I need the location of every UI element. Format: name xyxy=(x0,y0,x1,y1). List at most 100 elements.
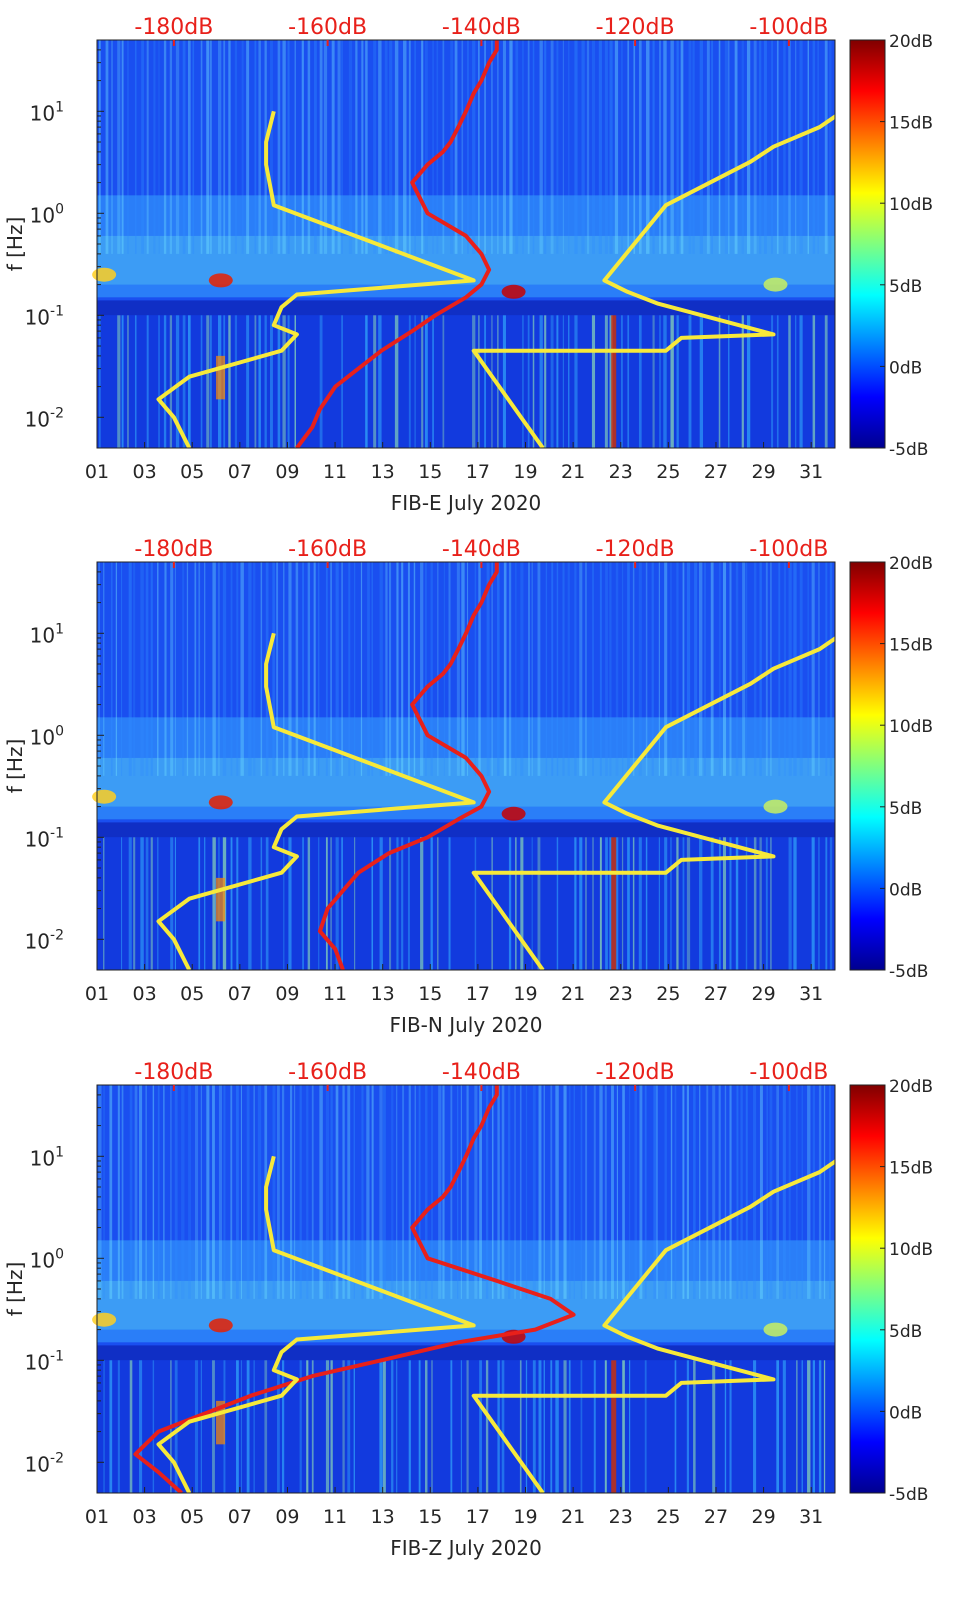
streak xyxy=(501,1360,505,1493)
streak xyxy=(503,562,507,776)
streak xyxy=(502,315,506,448)
streak xyxy=(491,40,493,254)
streak xyxy=(682,562,685,776)
streak xyxy=(418,1360,421,1493)
streak xyxy=(745,562,748,776)
streak xyxy=(609,562,612,776)
y-axis-title: f [Hz] xyxy=(3,1262,27,1317)
streak xyxy=(396,1360,398,1493)
streak xyxy=(382,1360,386,1493)
colorbar-label: -5dB xyxy=(889,1485,928,1505)
streak xyxy=(638,40,642,254)
streak xyxy=(501,1085,505,1299)
streak xyxy=(150,837,153,970)
streak xyxy=(129,1360,133,1493)
streak xyxy=(474,837,477,970)
streak xyxy=(753,40,757,254)
colorbar-label: -5dB xyxy=(889,440,928,460)
streak xyxy=(109,1085,113,1299)
streak xyxy=(396,562,399,776)
streak xyxy=(676,837,679,970)
streak xyxy=(812,315,816,448)
streak xyxy=(629,1085,631,1299)
streak xyxy=(396,837,399,970)
streak xyxy=(545,562,548,776)
streak xyxy=(391,1085,394,1299)
streak xyxy=(240,1085,242,1299)
streak xyxy=(401,837,404,970)
streak xyxy=(127,40,129,254)
streak xyxy=(361,40,364,254)
streak xyxy=(519,1085,522,1299)
streak xyxy=(246,1360,250,1493)
streak xyxy=(282,315,286,448)
top-db-label: -100dB xyxy=(749,1060,828,1085)
streak xyxy=(812,40,816,254)
streak xyxy=(277,315,281,448)
noise-curve xyxy=(471,636,835,970)
streak xyxy=(742,562,746,776)
y-axis-title: f [Hz] xyxy=(3,739,27,794)
streak xyxy=(103,1360,105,1493)
streak xyxy=(527,315,530,448)
streak xyxy=(599,562,602,776)
streak xyxy=(824,40,828,254)
streak xyxy=(753,1085,757,1299)
x-tick-label: 31 xyxy=(799,461,823,483)
streak xyxy=(115,562,118,776)
streak xyxy=(759,562,762,776)
streak xyxy=(200,315,203,448)
streak xyxy=(253,1360,255,1493)
streak xyxy=(627,837,630,970)
streak xyxy=(664,562,668,776)
streak xyxy=(795,315,797,448)
streak xyxy=(638,562,642,776)
streak xyxy=(502,40,506,254)
streak xyxy=(753,837,757,970)
x-tick-label: 27 xyxy=(704,983,728,1005)
top-db-label: -120dB xyxy=(596,15,675,40)
streak xyxy=(361,1085,364,1299)
streak xyxy=(550,315,554,448)
streak xyxy=(593,1085,596,1299)
streak xyxy=(319,40,323,254)
streak xyxy=(568,40,570,254)
streak xyxy=(140,562,144,776)
top-db-label: -140dB xyxy=(442,15,521,40)
streak xyxy=(686,562,691,776)
streak xyxy=(401,562,404,776)
streak xyxy=(663,40,667,254)
streak xyxy=(313,40,317,254)
streak xyxy=(206,315,210,448)
streak xyxy=(531,562,533,776)
streak xyxy=(98,40,101,254)
streak xyxy=(294,315,296,448)
streak xyxy=(579,562,583,776)
streak xyxy=(430,562,433,776)
streak xyxy=(466,562,469,776)
x-tick-label: 05 xyxy=(180,983,204,1005)
x-tick-label: 01 xyxy=(85,983,109,1005)
streak xyxy=(644,1085,647,1299)
streak xyxy=(532,40,535,254)
streak xyxy=(556,40,559,254)
streak xyxy=(718,562,721,776)
streak xyxy=(382,1085,386,1299)
streak xyxy=(670,40,674,254)
streak xyxy=(472,315,476,448)
streak xyxy=(674,1085,677,1299)
streak xyxy=(555,1085,559,1299)
streak xyxy=(264,1360,268,1493)
streak xyxy=(466,40,469,254)
streak xyxy=(688,315,692,448)
streak xyxy=(686,1085,689,1299)
streak xyxy=(442,1085,445,1299)
streak xyxy=(799,40,803,254)
x-tick-label: 23 xyxy=(609,983,633,1005)
streak xyxy=(528,562,530,776)
streak xyxy=(759,1085,763,1299)
quiet-strip xyxy=(97,822,835,838)
streak xyxy=(825,562,828,776)
streak xyxy=(230,837,233,970)
streak xyxy=(206,1085,210,1299)
